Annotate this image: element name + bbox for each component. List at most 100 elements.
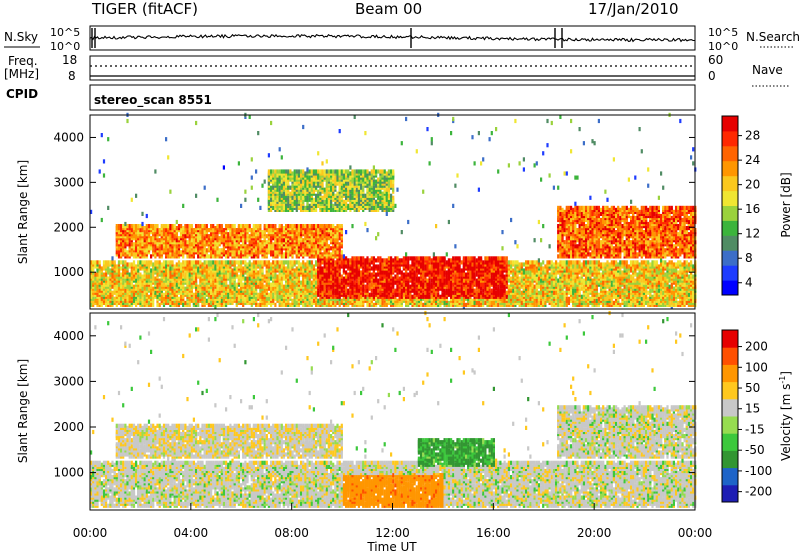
power-cell: [625, 264, 628, 269]
power-cell: [132, 266, 136, 271]
power-cell: [357, 280, 360, 285]
power-cell: [649, 288, 652, 293]
power-cell: [642, 278, 645, 283]
power-cell: [477, 274, 480, 279]
power-cell: [477, 300, 480, 305]
power-cell: [672, 268, 675, 273]
power-cell: [368, 302, 371, 307]
power-cell: [214, 264, 217, 269]
power-cell: [529, 290, 532, 295]
power-cell: [492, 300, 495, 305]
power-cell: [593, 284, 596, 289]
power-cell: [334, 278, 337, 283]
power-cell: [452, 294, 455, 299]
power-cell: [672, 274, 675, 279]
power-cell: [312, 270, 315, 275]
power-cell: [259, 298, 262, 303]
power-cell: [471, 298, 474, 303]
power-cell: [670, 300, 673, 305]
power-cell: [402, 292, 405, 297]
power-cell: [621, 288, 624, 293]
power-cell: [135, 264, 138, 269]
power-cell: [484, 300, 487, 305]
power-cell: [666, 266, 669, 271]
power-cell: [452, 286, 455, 291]
power-cell: [340, 274, 343, 279]
power-cell: [300, 284, 303, 289]
power-cell: [342, 284, 345, 289]
power-cell: [636, 264, 639, 269]
power-cell: [267, 292, 270, 297]
power-cell: [368, 272, 371, 277]
power-cell: [379, 266, 382, 271]
power-cell: [233, 260, 236, 265]
power-cell: [645, 280, 648, 285]
power-cell: [182, 272, 185, 277]
power-cell: [520, 278, 523, 283]
power-cell: [120, 260, 123, 265]
power-cell: [231, 272, 234, 277]
power-cell: [544, 264, 547, 269]
power-cell: [574, 288, 577, 293]
power-cell: [323, 268, 326, 273]
power-cell: [672, 286, 675, 291]
power-cell: [360, 270, 363, 275]
power-cell: [443, 262, 446, 267]
power-cell: [160, 262, 163, 267]
power-cell: [319, 262, 322, 267]
power-cell: [649, 276, 652, 281]
power-cell: [156, 268, 159, 273]
power-cell: [647, 272, 650, 277]
power-cell: [640, 278, 643, 283]
power-cell: [214, 288, 217, 293]
power-cell: [473, 288, 476, 293]
power-cell: [102, 264, 106, 269]
power-cell: [276, 274, 279, 279]
power-cell: [175, 262, 178, 267]
power-cell: [184, 286, 187, 291]
power-cell: [124, 282, 127, 287]
power-cell: [582, 284, 585, 289]
power-cell: [580, 294, 583, 299]
power-cell: [171, 288, 174, 293]
power-cell: [345, 274, 348, 279]
power-cell: [525, 292, 528, 297]
power-cell: [362, 286, 365, 291]
power-cell: [600, 262, 603, 267]
power-cell: [267, 272, 270, 277]
power-cell: [529, 272, 532, 277]
power-cell: [327, 298, 330, 303]
power-cell: [454, 290, 457, 295]
power-cell: [250, 262, 253, 267]
power-cell: [291, 272, 294, 277]
power-cell: [152, 302, 155, 307]
power-cell: [548, 280, 551, 285]
power-cell: [285, 284, 288, 289]
power-cell: [452, 276, 455, 281]
power-cell: [158, 270, 161, 275]
power-cell: [111, 290, 114, 295]
power-cell: [141, 274, 144, 279]
power-cell: [465, 272, 468, 277]
power-cell: [555, 282, 558, 287]
power-cell: [407, 300, 410, 305]
power-cell: [668, 264, 671, 269]
power-cell: [272, 286, 275, 291]
power-cell: [638, 266, 641, 271]
power-cell: [471, 262, 474, 267]
power-cell: [379, 298, 382, 303]
power-cell: [681, 262, 684, 267]
power-cell: [340, 298, 343, 303]
power-cell: [117, 260, 121, 265]
power-cell: [252, 294, 255, 299]
power-cell: [175, 302, 178, 307]
power-cell: [692, 274, 695, 279]
power-cell: [505, 266, 508, 271]
power-cell: [244, 260, 247, 265]
power-cell: [471, 274, 474, 279]
power-cell: [542, 266, 545, 271]
power-cell: [244, 266, 247, 271]
power-cell: [265, 302, 268, 307]
power-cell: [432, 298, 435, 303]
power-cell: [638, 270, 641, 275]
